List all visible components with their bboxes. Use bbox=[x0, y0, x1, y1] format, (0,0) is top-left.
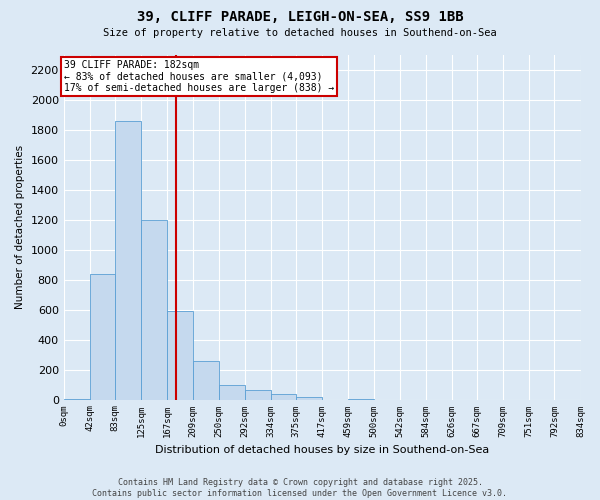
Bar bbox=[89, 274, 115, 400]
Text: Size of property relative to detached houses in Southend-on-Sea: Size of property relative to detached ho… bbox=[103, 28, 497, 38]
Bar bbox=[218, 384, 245, 400]
Bar bbox=[245, 390, 271, 400]
Bar bbox=[271, 394, 296, 400]
X-axis label: Distribution of detached houses by size in Southend-on-Sea: Distribution of detached houses by size … bbox=[155, 445, 489, 455]
Y-axis label: Number of detached properties: Number of detached properties bbox=[15, 145, 25, 310]
Bar bbox=[296, 396, 322, 400]
Text: Contains HM Land Registry data © Crown copyright and database right 2025.
Contai: Contains HM Land Registry data © Crown c… bbox=[92, 478, 508, 498]
Text: 39, CLIFF PARADE, LEIGH-ON-SEA, SS9 1BB: 39, CLIFF PARADE, LEIGH-ON-SEA, SS9 1BB bbox=[137, 10, 463, 24]
Bar bbox=[348, 399, 374, 400]
Bar bbox=[64, 399, 89, 400]
Bar bbox=[141, 220, 167, 400]
Bar bbox=[167, 311, 193, 400]
Text: 39 CLIFF PARADE: 182sqm
← 83% of detached houses are smaller (4,093)
17% of semi: 39 CLIFF PARADE: 182sqm ← 83% of detache… bbox=[64, 60, 335, 94]
Bar bbox=[115, 121, 141, 400]
Bar bbox=[193, 362, 218, 400]
